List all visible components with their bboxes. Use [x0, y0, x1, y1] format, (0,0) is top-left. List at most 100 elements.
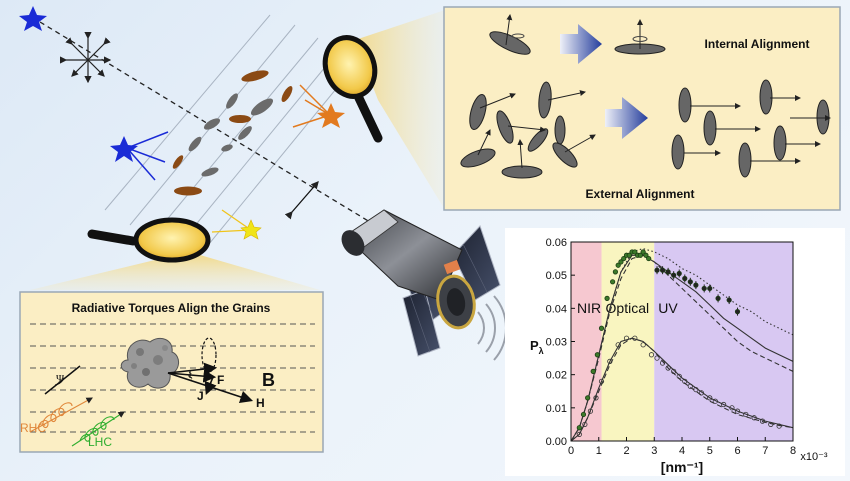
- data-point-open: [582, 421, 588, 428]
- data-point-filled: [610, 279, 616, 285]
- data-point-filled: [637, 252, 643, 258]
- y-tick-label: 0.01: [546, 403, 567, 415]
- data-point-filled: [654, 267, 660, 273]
- data-point-open: [576, 431, 582, 437]
- data-point-open: [768, 421, 774, 428]
- data-point-open: [687, 383, 693, 389]
- unpolarized-light-icon: [60, 32, 112, 84]
- rat-panel: Radiative Torques Align the Grains Ψ ξ F…: [19, 291, 324, 453]
- data-point-open: [598, 378, 605, 384]
- data-point-open: [593, 395, 599, 401]
- y-tick-label: 0.00: [546, 436, 567, 448]
- data-point-open: [682, 378, 688, 384]
- data-point-filled: [707, 285, 713, 292]
- field-lines: [104, 14, 346, 256]
- line-of-sight: [39, 21, 371, 223]
- data-points: [576, 249, 782, 437]
- data-point-filled: [682, 275, 688, 282]
- y-axis-label: Pλ: [530, 338, 544, 356]
- x-tick-label: 8: [790, 445, 796, 457]
- y-tick-label: 0.03: [546, 337, 567, 349]
- data-point-filled: [687, 279, 693, 285]
- data-point-filled: [665, 269, 671, 275]
- data-point-filled: [659, 267, 666, 273]
- data-point-open: [607, 358, 613, 364]
- data-point-filled: [590, 368, 596, 374]
- external-arrow-icon: [605, 97, 648, 139]
- data-point-open: [648, 352, 655, 358]
- data-point-open: [707, 395, 713, 401]
- satellite-icon: [341, 209, 501, 357]
- wavelength-bands: NIR Optical UV: [571, 242, 793, 441]
- data-point-open: [659, 360, 666, 366]
- data-point-open: [693, 386, 699, 393]
- data-point-filled: [632, 249, 638, 255]
- data-point-filled: [618, 259, 624, 265]
- x-tick-label: 1: [596, 445, 602, 457]
- data-point-open: [665, 365, 671, 371]
- band-label-uv: UV: [658, 300, 678, 316]
- psi-label: Ψ: [56, 373, 65, 385]
- data-point-filled: [640, 249, 646, 255]
- data-point-filled: [604, 295, 610, 301]
- x-multiplier: x10⁻³: [800, 451, 828, 463]
- yellow-star-icon: [240, 219, 262, 240]
- rhc-label: RHC: [20, 421, 46, 435]
- fit-curve-solid: [571, 337, 793, 441]
- y-ticks: 0.00 0.01 0.02 0.03 0.04 0.05 0.06: [546, 237, 575, 448]
- blue-star-icon-2: [110, 136, 138, 162]
- magnifier-beam-top: [355, 10, 445, 210]
- h-label: H: [256, 396, 265, 410]
- b-field-label: B: [262, 370, 275, 390]
- x-tick-label: 2: [623, 445, 629, 457]
- data-point-filled: [615, 262, 621, 268]
- fit-curve-dashed: [571, 337, 793, 441]
- rat-title: Radiative Torques Align the Grains: [72, 301, 271, 315]
- data-point-filled: [734, 309, 741, 315]
- x-axis-label: [nm⁻¹]: [661, 459, 703, 475]
- orange-star-icon: [317, 103, 345, 128]
- data-point-filled: [676, 270, 682, 277]
- data-point-open: [676, 373, 682, 379]
- x-tick-label: 4: [679, 445, 685, 457]
- x-tick-label: 3: [651, 445, 657, 457]
- blue-star-icon: [19, 6, 47, 31]
- magnifier-beam-bottom: [30, 255, 320, 290]
- data-point-open: [623, 335, 630, 341]
- rhc-wave-icon: [29, 397, 93, 433]
- blue-star-rays: [126, 131, 169, 181]
- data-point-open: [671, 368, 677, 374]
- data-point-filled: [621, 255, 627, 262]
- data-point-filled: [701, 285, 707, 292]
- magnifier-icon-bottom: [87, 217, 211, 263]
- lhc-wave-icon: [71, 411, 125, 447]
- f-label: F: [217, 373, 224, 387]
- data-point-open: [751, 415, 757, 421]
- x-ticks: 0 1 2 3 4 5 6 7 8: [568, 437, 796, 457]
- data-point-open: [632, 335, 638, 341]
- data-point-open: [698, 390, 705, 396]
- y-tick-label: 0.05: [546, 270, 567, 282]
- data-point-open: [654, 355, 660, 361]
- band-uv: [654, 242, 793, 441]
- data-point-open: [640, 342, 646, 348]
- data-point-filled: [671, 272, 677, 278]
- data-point-filled: [598, 325, 605, 331]
- x-tick-label: 5: [707, 445, 713, 457]
- x-tick-label: 7: [762, 445, 768, 457]
- x-tick-label: 0: [568, 445, 574, 457]
- band-nir: [571, 242, 602, 441]
- y-tick-label: 0.06: [546, 237, 567, 249]
- dust-grains: [172, 70, 293, 196]
- xi-label: ξ: [188, 370, 193, 381]
- data-point-filled: [726, 297, 732, 303]
- j-label: J: [197, 389, 204, 403]
- data-point-open: [776, 423, 782, 429]
- polarization-arrow-icon: [284, 181, 319, 220]
- data-point-open: [759, 418, 766, 424]
- alignment-panel: Internal Alignment External Alignment: [443, 6, 841, 211]
- data-point-open: [587, 408, 594, 414]
- internal-alignment-title: Internal Alignment: [705, 37, 810, 51]
